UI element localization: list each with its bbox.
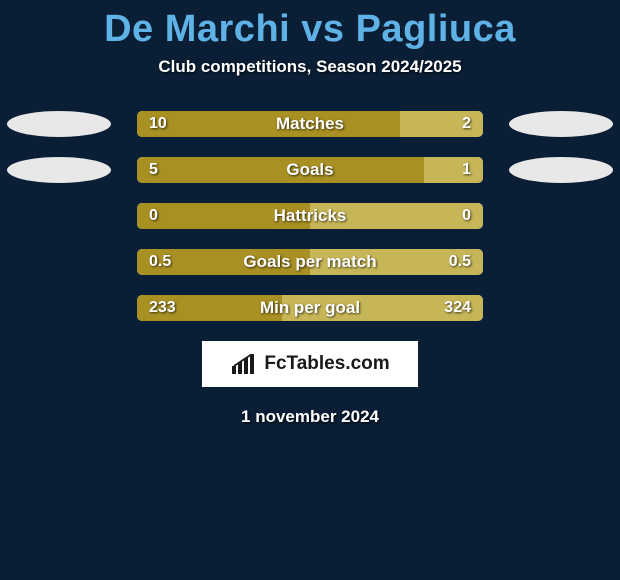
bar-fill-left: [137, 249, 310, 275]
stat-bar: Goals per match0.50.5: [137, 249, 483, 275]
stat-bar: Hattricks00: [137, 203, 483, 229]
fctables-logo: FcTables.com: [202, 341, 418, 387]
right-oval: [509, 157, 613, 183]
bar-fill-right: [282, 295, 483, 321]
comparison-rows: Matches102 Goals51 Hattricks00 Goals per ma…: [0, 111, 620, 321]
comparison-subtitle: Club competitions, Season 2024/2025: [0, 57, 620, 77]
chart-icon: [230, 354, 258, 374]
right-oval: [509, 249, 613, 275]
left-oval: [7, 295, 111, 321]
bar-fill-left: [137, 111, 400, 137]
comparison-title: De Marchi vs Pagliuca: [0, 0, 620, 51]
left-oval: [7, 111, 111, 137]
bar-fill-right: [310, 203, 483, 229]
left-oval: [7, 203, 111, 229]
right-oval: [509, 111, 613, 137]
right-oval: [509, 203, 613, 229]
comparison-row: Hattricks00: [0, 203, 620, 229]
bar-fill-right: [400, 111, 483, 137]
stat-bar: Goals51: [137, 157, 483, 183]
stat-bar: Min per goal233324: [137, 295, 483, 321]
bar-fill-left: [137, 157, 424, 183]
comparison-row: Matches102: [0, 111, 620, 137]
right-oval: [509, 295, 613, 321]
left-oval: [7, 249, 111, 275]
comparison-row: Goals51: [0, 157, 620, 183]
comparison-row: Min per goal233324: [0, 295, 620, 321]
bar-fill-right: [424, 157, 483, 183]
snapshot-date: 1 november 2024: [0, 407, 620, 427]
bar-fill-right: [310, 249, 483, 275]
stat-bar: Matches102: [137, 111, 483, 137]
comparison-row: Goals per match0.50.5: [0, 249, 620, 275]
logo-text: FcTables.com: [264, 353, 389, 375]
bar-fill-left: [137, 203, 310, 229]
left-oval: [7, 157, 111, 183]
bar-fill-left: [137, 295, 282, 321]
